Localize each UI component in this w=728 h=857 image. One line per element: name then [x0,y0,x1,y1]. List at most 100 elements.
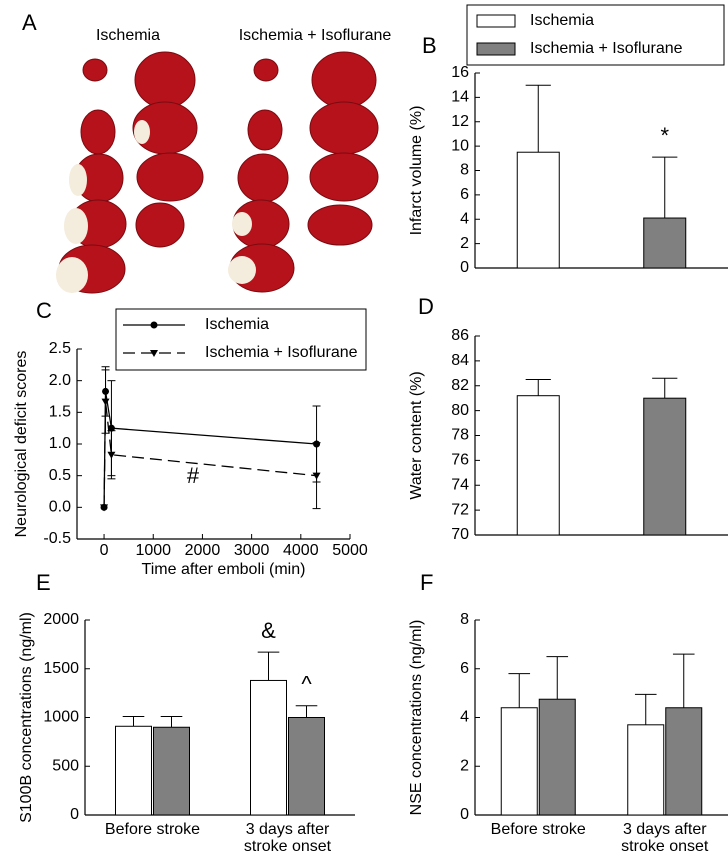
bar [288,717,325,816]
panel: F 0 2 4 6 8 NSE concentrations (ng/ml) Before s… [408,570,728,855]
marker [312,472,321,480]
y-tick-label: 78 [451,427,469,444]
x-tick-label-box: Before stroke [104,821,201,838]
x-axis-title: Time after emboli (min) [142,561,306,578]
marker [100,504,109,512]
y-tick-label: 80 [451,402,469,419]
x-tick-label-box: Before stroke [490,821,586,838]
bar [627,724,665,816]
bar [516,151,560,269]
panel-label: C [36,298,52,323]
panel: E 0 500 1000 1500 2000 S100B concentrations (n… [18,570,355,855]
y-tick-label: 4 [460,709,469,726]
panel-label: E [36,570,51,595]
y-tick-label: 1.0 [49,435,71,452]
y-tick-label: 16 [451,64,469,81]
panel-label: A [22,10,37,35]
y-tick-label: 1000 [43,709,79,726]
column-title: Ischemia + Isoflurane [239,27,392,44]
y-tick-label: 2.5 [49,340,71,357]
y-tick-label: 1.5 [49,404,71,421]
y-tick-label: 4 [460,210,469,227]
y-axis-title: Infarct volume (%) [408,106,425,236]
legend-box [115,308,367,371]
annotation: # [187,463,200,488]
bar [643,397,687,536]
y-tick-label: 8 [460,611,469,628]
bar [153,726,190,816]
y-tick-label: 0 [70,806,79,823]
legend-swatch [476,42,516,56]
y-tick-label: 72 [451,501,469,518]
y-tick-label: 74 [451,476,469,493]
y-tick-label: 500 [52,757,79,774]
y-tick-label: 2000 [43,611,79,628]
x-tick-label: 3000 [234,542,270,559]
y-axis-title: NSE concentrations (ng/ml) [408,620,425,816]
y-tick-label: 76 [451,452,469,469]
y-tick-label: 84 [451,352,469,369]
y-tick-label: 2 [460,235,469,252]
y-tick-label: 0.0 [49,499,71,516]
bar [115,725,152,816]
y-tick-label: -0.5 [43,530,71,547]
x-tick-label: 3 days after stroke onset [243,821,332,855]
bar [500,707,538,816]
brain-slices [58,51,379,294]
y-axis-title: Water content (%) [408,371,425,499]
y-tick-label: 1500 [43,660,79,677]
panel-a: A Ischemia Ischemia + Isoflurane [22,10,392,294]
legend-marker [150,321,158,329]
legend-swatch [476,14,516,28]
y-tick-label: 82 [451,377,469,394]
series-line [103,401,317,508]
x-tick-label: 4000 [283,542,319,559]
y-tick-label: 6 [460,186,469,203]
legend-label: Ischemia + Isoflurane [530,40,683,57]
bar [516,395,560,536]
series-line [103,391,317,508]
panel: B 0 2 4 6 8 10 12 14 16 Infarct volume (%) * Ischemi… [408,4,728,276]
bar [250,679,287,816]
x-tick-label-box: 3 days after stroke onset [243,821,332,855]
marker [101,398,110,406]
x-tick-label: 2000 [185,542,221,559]
legend-label: Ischemia + Isoflurane [205,344,358,361]
panel: C -0.5 0.0 0.5 1.0 1.5 2.0 2.5 0 1000 2000 3000 4000… [13,298,368,578]
y-tick-label: 6 [460,660,469,677]
infarct-areas [56,120,256,293]
y-axis-title: S100B concentrations (ng/ml) [18,612,35,823]
panel-label: D [418,294,434,319]
x-tick-label: Before stroke [104,821,201,838]
panel: D 70 72 74 76 78 80 82 84 86 Water content (%) [408,294,728,543]
x-tick-label: 3 days after stroke onset [621,821,709,855]
annotation: & [261,618,276,643]
y-tick-label: 8 [460,162,469,179]
marker [107,451,116,459]
y-tick-label: 10 [451,137,469,154]
y-tick-label: 86 [451,327,469,344]
legend-label: Ischemia [530,12,594,29]
x-tick-label: 1000 [135,542,171,559]
x-tick-label: Before stroke [490,821,586,838]
panel-label: F [420,570,433,595]
y-tick-label: 14 [451,89,469,106]
annotation: * [660,123,669,148]
column-title: Ischemia [96,27,160,44]
x-tick-label: 0 [100,542,109,559]
legend-label: Ischemia [205,316,269,333]
bar [665,707,703,816]
y-tick-label: 2.0 [49,372,71,389]
bar [643,217,687,269]
y-tick-label: 0 [460,806,469,823]
panel-label: B [422,33,437,58]
bar [538,698,576,816]
y-tick-label: 0.5 [49,467,71,484]
y-tick-label: 12 [451,113,469,130]
x-tick-label: 5000 [332,542,368,559]
legend-marker [150,350,158,357]
annotation: ^ [301,672,312,697]
x-tick-label-box: 3 days after stroke onset [621,821,709,855]
